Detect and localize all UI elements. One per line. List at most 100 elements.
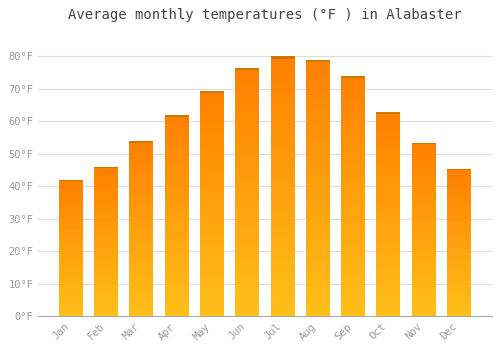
Bar	[236, 160, 260, 162]
Bar	[200, 262, 224, 265]
Bar	[200, 292, 224, 294]
Bar	[270, 153, 294, 155]
Bar	[130, 234, 154, 236]
Bar	[270, 121, 294, 124]
Bar	[200, 100, 224, 102]
Bar	[164, 165, 188, 167]
Bar	[341, 78, 365, 81]
Bar	[236, 155, 260, 158]
Bar	[341, 295, 365, 297]
Bar	[59, 207, 83, 209]
Bar	[94, 308, 118, 309]
Bar	[270, 56, 294, 59]
Bar	[164, 258, 188, 260]
Bar	[59, 263, 83, 265]
Bar	[130, 183, 154, 185]
Bar	[94, 272, 118, 273]
Bar	[130, 230, 154, 232]
Bar	[270, 238, 294, 241]
Bar	[270, 205, 294, 207]
Bar	[306, 278, 330, 281]
Bar	[59, 262, 83, 263]
Bar	[341, 112, 365, 114]
Bar	[94, 222, 118, 224]
Bar	[130, 171, 154, 173]
Bar	[447, 176, 471, 177]
Bar	[341, 134, 365, 136]
Bar	[412, 302, 436, 304]
Bar	[270, 150, 294, 153]
Bar	[376, 148, 400, 150]
Bar	[447, 259, 471, 260]
Bar	[164, 172, 188, 173]
Bar	[341, 201, 365, 203]
Bar	[341, 283, 365, 285]
Bar	[412, 275, 436, 276]
Bar	[200, 208, 224, 210]
Bar	[236, 138, 260, 140]
Bar	[306, 93, 330, 96]
Bar	[306, 68, 330, 70]
Bar	[164, 186, 188, 188]
Bar	[270, 124, 294, 127]
Bar	[164, 272, 188, 274]
Bar	[59, 180, 83, 181]
Bar	[94, 288, 118, 289]
Bar	[200, 301, 224, 303]
Bar	[341, 242, 365, 244]
Bar	[270, 93, 294, 96]
Bar	[341, 232, 365, 235]
Bar	[447, 287, 471, 288]
Bar	[94, 257, 118, 258]
Bar	[447, 253, 471, 254]
Bar	[200, 276, 224, 278]
Bar	[59, 251, 83, 252]
Bar	[164, 202, 188, 204]
Bar	[412, 146, 436, 148]
Bar	[306, 247, 330, 250]
Bar	[236, 237, 260, 239]
Bar	[236, 158, 260, 160]
Bar	[236, 259, 260, 262]
Bar	[94, 204, 118, 206]
Bar	[412, 195, 436, 196]
Bar	[164, 260, 188, 262]
Bar	[164, 177, 188, 180]
Bar	[59, 285, 83, 286]
Bar	[236, 83, 260, 85]
Bar	[376, 292, 400, 294]
Bar	[447, 260, 471, 262]
Bar	[130, 299, 154, 301]
Bar	[447, 262, 471, 263]
Bar	[412, 176, 436, 177]
Bar	[270, 309, 294, 311]
Bar	[164, 181, 188, 183]
Bar	[376, 267, 400, 270]
Bar	[130, 306, 154, 308]
Bar	[341, 170, 365, 172]
Bar	[412, 142, 436, 144]
Bar	[306, 211, 330, 214]
Bar	[447, 204, 471, 205]
Bar	[412, 179, 436, 181]
Bar	[376, 186, 400, 188]
Bar	[270, 220, 294, 223]
Bar	[412, 309, 436, 311]
Bar	[59, 191, 83, 192]
Bar	[236, 279, 260, 282]
Bar	[130, 302, 154, 304]
Bar	[164, 238, 188, 240]
Bar	[447, 257, 471, 259]
Bar	[376, 161, 400, 163]
Bar	[200, 246, 224, 249]
Bar	[164, 143, 188, 145]
Bar	[306, 134, 330, 137]
Bar	[306, 114, 330, 116]
Bar	[200, 140, 224, 142]
Bar	[164, 236, 188, 238]
Bar	[164, 167, 188, 169]
Bar	[164, 173, 188, 175]
Bar	[341, 182, 365, 184]
Bar	[130, 225, 154, 227]
Bar	[447, 278, 471, 280]
